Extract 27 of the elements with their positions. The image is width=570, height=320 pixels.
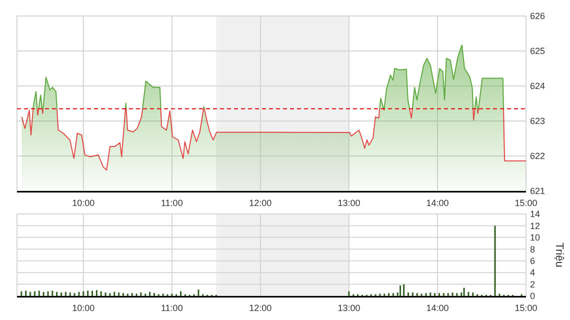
x-tick-label: 13:00 [338,198,360,208]
y-tick-label: 624 [530,81,546,92]
x-tick-label: 10:00 [72,198,95,208]
x-tick-label: 14:00 [426,303,449,313]
y-tick-label: 2 [530,279,536,290]
y-tick-label: 623 [530,116,546,126]
y-tick-label: 626 [530,11,546,22]
y-tick-label: 625 [530,46,546,56]
y-tick-label: 4 [530,268,536,278]
y-tick-label: 12 [530,220,540,231]
x-tick-label: 11:00 [160,303,183,313]
x-tick-label: 12:00 [249,198,272,208]
y2-axis-title: Triệu [553,242,565,268]
y-tick-label: 0 [530,291,536,302]
y-tick-label: 14 [530,209,540,220]
x-tick-label: 15:00 [514,303,538,313]
y-tick-label: 621 [530,186,546,196]
x-tick-label: 11:00 [160,198,183,208]
x-tick-label: 15:00 [514,198,538,208]
y-tick-label: 622 [530,151,546,162]
x-tick-label: 12:00 [249,303,272,313]
y-tick-label: 8 [530,244,536,254]
y-tick-label: 10 [530,232,540,243]
y-tick-label: 6 [530,256,536,266]
x-tick-label: 13:00 [338,303,360,313]
x-tick-label: 10:00 [72,303,95,313]
x-tick-label: 14:00 [426,198,449,208]
